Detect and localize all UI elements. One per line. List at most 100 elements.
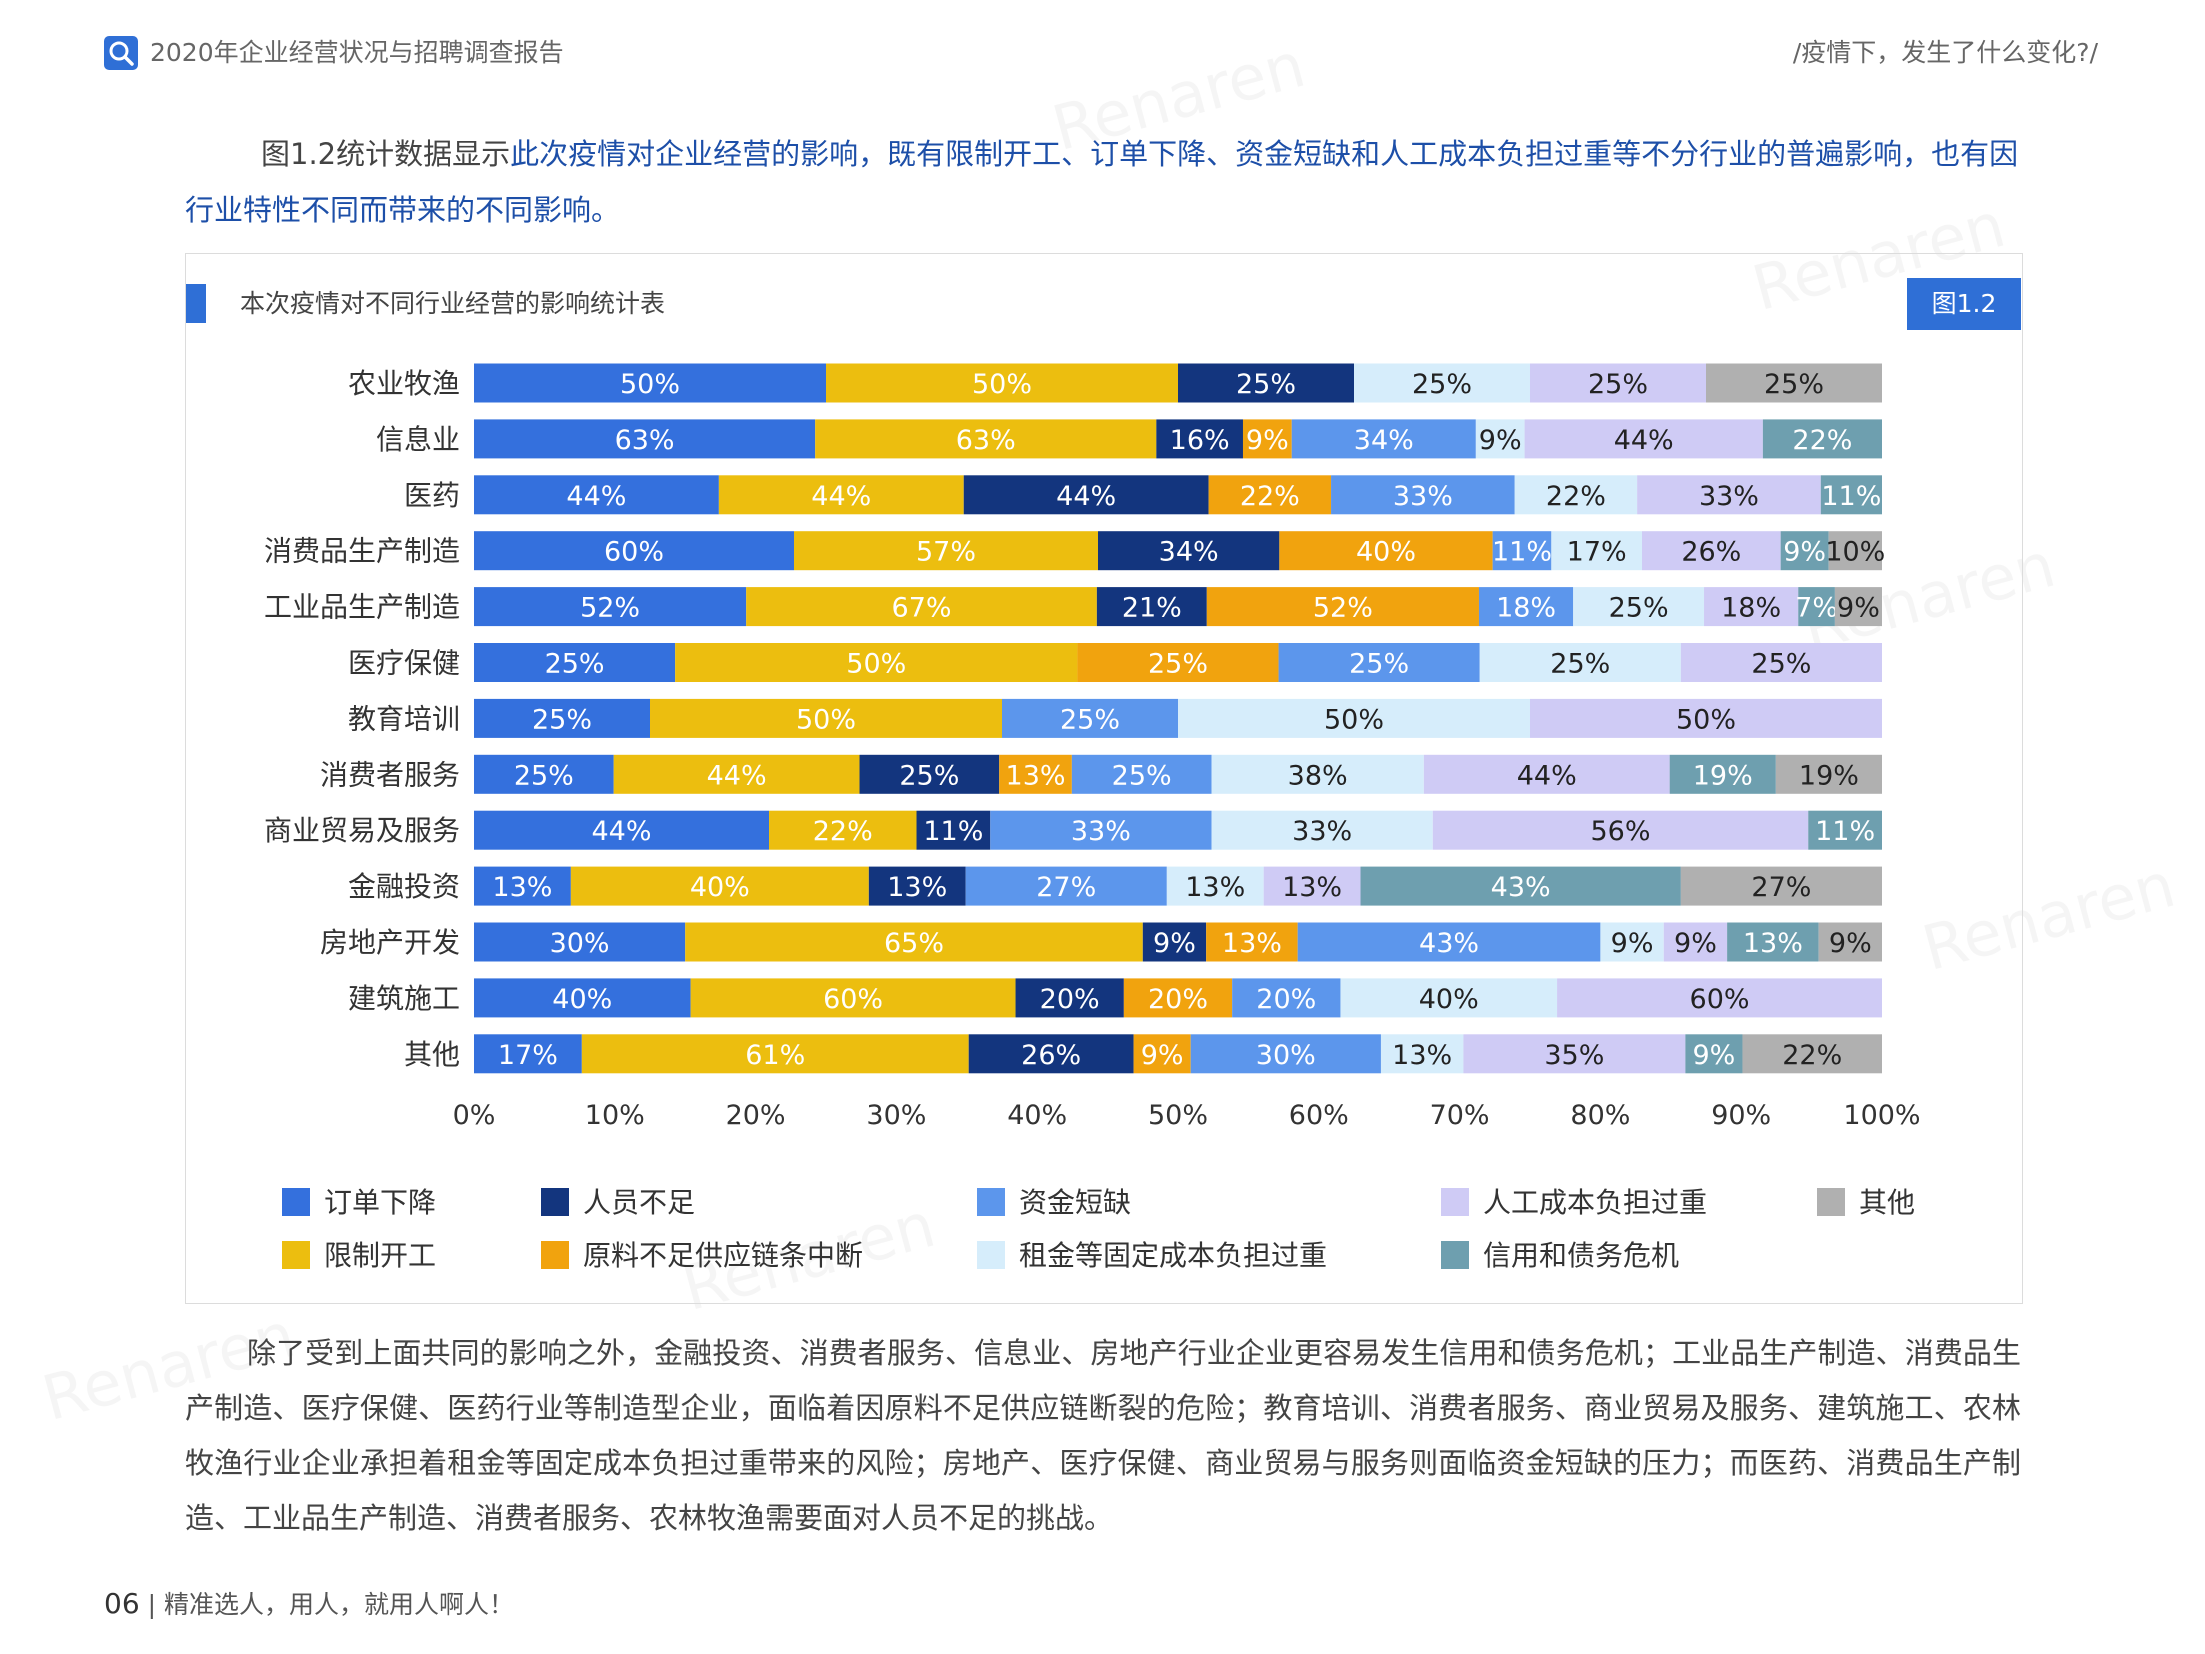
bar-segment bbox=[1820, 475, 1882, 515]
bar-segment bbox=[1242, 419, 1292, 459]
data-label: 9% bbox=[1837, 593, 1880, 624]
intro-paragraph: 图1.2统计数据显示此次疫情对企业经营的影响，既有限制开工、订单下降、资金短缺和… bbox=[185, 126, 2025, 238]
data-label: 50% bbox=[796, 704, 856, 735]
bar-segment bbox=[474, 531, 794, 571]
legend-swatch bbox=[1441, 1188, 1469, 1216]
legend-swatch bbox=[1817, 1188, 1845, 1216]
data-label: 38% bbox=[1288, 760, 1348, 791]
data-label: 9% bbox=[1783, 537, 1826, 568]
data-label: 25% bbox=[1148, 649, 1208, 680]
bar-segment bbox=[826, 363, 1178, 403]
bar-segment bbox=[1557, 978, 1882, 1018]
bar-segment bbox=[474, 643, 676, 682]
bar-segment bbox=[1742, 1034, 1882, 1074]
data-label: 44% bbox=[1056, 481, 1116, 512]
data-label: 25% bbox=[1060, 704, 1120, 735]
data-label: 13% bbox=[1006, 760, 1066, 791]
bar-segment bbox=[1278, 643, 1480, 682]
data-label: 20% bbox=[1148, 984, 1208, 1015]
data-label: 25% bbox=[1236, 369, 1296, 400]
bar-segment bbox=[1492, 531, 1552, 571]
data-label: 25% bbox=[532, 704, 592, 735]
data-label: 30% bbox=[550, 928, 610, 959]
data-label: 44% bbox=[707, 760, 767, 791]
bar-segment bbox=[859, 754, 1000, 794]
data-label: 11% bbox=[1821, 481, 1881, 512]
category-label: 农业牧渔 bbox=[348, 367, 460, 400]
bar-segment bbox=[1142, 922, 1207, 962]
x-tick-label: 90% bbox=[1711, 1100, 1771, 1131]
data-label: 40% bbox=[1419, 984, 1479, 1015]
bar-segment bbox=[1360, 866, 1681, 906]
data-label: 17% bbox=[498, 1040, 558, 1071]
data-label: 13% bbox=[887, 872, 947, 903]
bar-segment bbox=[1190, 1034, 1381, 1074]
data-label: 25% bbox=[1609, 593, 1669, 624]
data-label: 40% bbox=[690, 872, 750, 903]
bar-segment bbox=[1808, 810, 1882, 850]
bar-segment bbox=[474, 698, 650, 738]
bar-segment bbox=[746, 587, 1097, 627]
bar-segment bbox=[968, 1034, 1134, 1074]
bar-segment bbox=[474, 1034, 582, 1074]
bar-segment bbox=[1340, 978, 1558, 1018]
data-label: 11% bbox=[923, 816, 983, 847]
data-label: 9% bbox=[1141, 1040, 1184, 1071]
intro-highlight: 此次疫情对企业经营的影响，既有限制开工、订单下降、资金短缺和人工成本负担过重等不… bbox=[185, 137, 2019, 227]
bar-segment bbox=[1380, 1034, 1464, 1074]
bar-segment bbox=[570, 866, 869, 906]
category-label: 消费品生产制造 bbox=[264, 535, 460, 568]
bar-segment bbox=[990, 810, 1212, 850]
bar-segment bbox=[474, 475, 719, 515]
data-label: 50% bbox=[1676, 704, 1736, 735]
category-label: 医疗保健 bbox=[348, 647, 460, 680]
data-label: 16% bbox=[1170, 425, 1230, 456]
data-label: 60% bbox=[604, 537, 664, 568]
x-tick-label: 80% bbox=[1570, 1100, 1630, 1131]
bar-segment bbox=[675, 643, 1078, 682]
bar-segment bbox=[581, 1034, 969, 1074]
bar-segment bbox=[1096, 587, 1207, 627]
data-label: 11% bbox=[1492, 537, 1552, 568]
data-label: 17% bbox=[1567, 537, 1627, 568]
data-label: 50% bbox=[1324, 704, 1384, 735]
data-label: 9% bbox=[1611, 928, 1654, 959]
legend-label: 限制开工 bbox=[324, 1239, 436, 1272]
footer: 06 | 精准选人，用人，就用人啊人！ bbox=[104, 1586, 514, 1623]
bar-segment bbox=[685, 922, 1143, 962]
bar-segment bbox=[1211, 754, 1424, 794]
data-label: 34% bbox=[1159, 537, 1219, 568]
bar-segment bbox=[1642, 531, 1781, 571]
bar-segment bbox=[1524, 419, 1763, 459]
bar-segment bbox=[1232, 978, 1341, 1018]
data-label: 33% bbox=[1292, 816, 1352, 847]
legend-label: 租金等固定成本负担过重 bbox=[1019, 1239, 1327, 1272]
legend-swatch bbox=[977, 1241, 1005, 1269]
data-label: 25% bbox=[514, 760, 574, 791]
x-tick-label: 100% bbox=[1843, 1100, 1920, 1131]
data-label: 33% bbox=[1071, 816, 1131, 847]
data-label: 26% bbox=[1021, 1040, 1081, 1071]
legend-swatch bbox=[541, 1188, 569, 1216]
footer-divider: | bbox=[147, 1590, 164, 1619]
bar-segment bbox=[1123, 978, 1233, 1018]
bar-segment bbox=[794, 531, 1098, 571]
data-label: 13% bbox=[1743, 928, 1803, 959]
bar-segment bbox=[1600, 922, 1664, 962]
bar-segment bbox=[1828, 531, 1882, 571]
data-label: 13% bbox=[1392, 1040, 1452, 1071]
bar-segment bbox=[769, 810, 917, 850]
bar-segment bbox=[1762, 419, 1882, 459]
x-tick-label: 20% bbox=[726, 1100, 786, 1131]
data-label: 50% bbox=[972, 369, 1032, 400]
data-label: 44% bbox=[591, 816, 651, 847]
data-label: 35% bbox=[1544, 1040, 1604, 1071]
bar-segment bbox=[963, 475, 1209, 515]
data-label: 44% bbox=[811, 481, 871, 512]
legend-label: 订单下降 bbox=[324, 1186, 436, 1219]
x-tick-label: 60% bbox=[1289, 1100, 1349, 1131]
bar-segment bbox=[1780, 531, 1829, 571]
category-label: 金融投资 bbox=[348, 870, 460, 903]
bar-segment bbox=[1331, 475, 1515, 515]
